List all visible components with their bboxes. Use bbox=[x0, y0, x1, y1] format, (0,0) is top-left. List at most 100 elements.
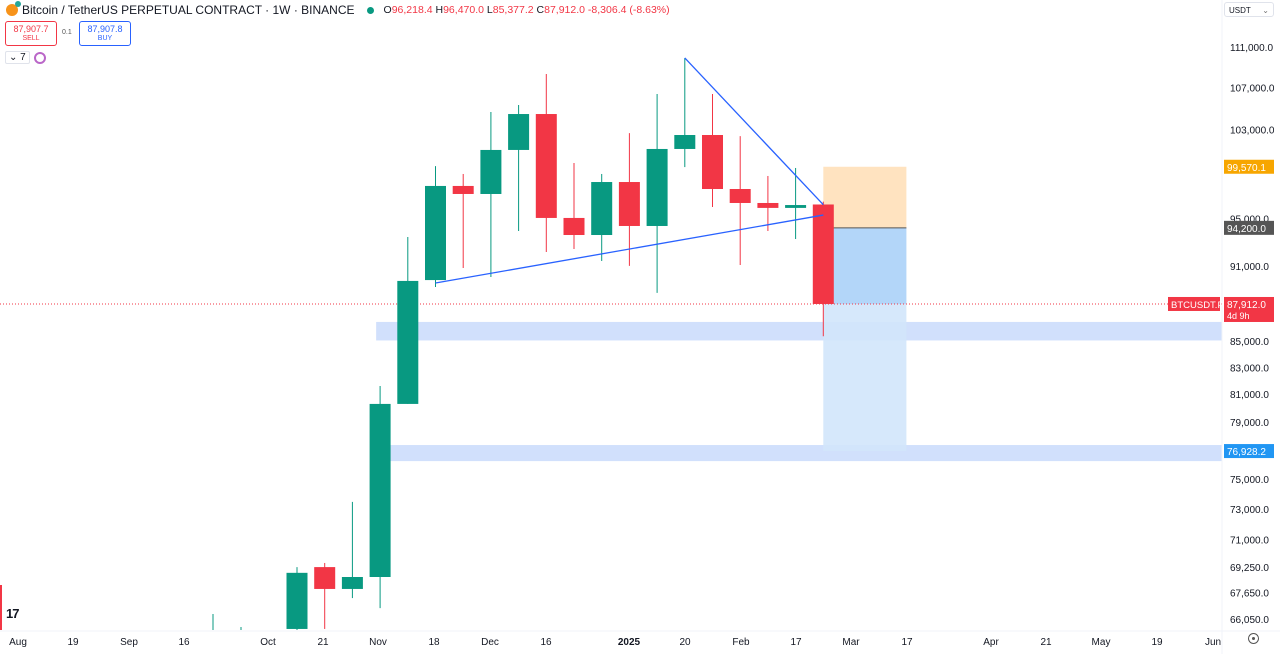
last-price-label: 87,912.0 bbox=[1227, 300, 1266, 311]
entry-price-label: 94,200.0 bbox=[1227, 224, 1266, 235]
time-tick-label: Oct bbox=[260, 637, 276, 648]
candle[interactable] bbox=[563, 162, 585, 249]
low-value: 85,377.2 bbox=[492, 4, 534, 16]
candle[interactable] bbox=[341, 501, 363, 599]
candle-body bbox=[618, 182, 640, 226]
price-tick-label: 95,000.0 bbox=[1230, 215, 1269, 226]
indicators-collapse-button[interactable]: ⌄ 7 bbox=[5, 51, 30, 64]
bitcoin-logo-icon bbox=[6, 1, 21, 16]
target-price-label: 99,570.1 bbox=[1227, 163, 1266, 174]
candle-body bbox=[702, 135, 723, 190]
candle[interactable] bbox=[674, 57, 696, 168]
stop-price-label: 76,928.2 bbox=[1227, 447, 1266, 458]
candle[interactable] bbox=[757, 175, 779, 232]
sync-icon[interactable] bbox=[34, 52, 46, 64]
candle-body bbox=[341, 577, 363, 589]
candle-body bbox=[757, 202, 779, 208]
time-tick-label: 21 bbox=[317, 637, 329, 648]
time-tick-label: Nov bbox=[369, 637, 387, 648]
time-tick-label: Dec bbox=[481, 637, 499, 648]
buy-button[interactable]: 87,907.8 BUY bbox=[79, 21, 131, 46]
candle[interactable] bbox=[702, 93, 723, 207]
trendline-0[interactable] bbox=[435, 214, 824, 284]
candle-body bbox=[812, 204, 834, 304]
currency-value: USDT bbox=[1229, 6, 1251, 15]
price-tick-label: 67,650.0 bbox=[1230, 589, 1269, 600]
candle-body bbox=[452, 185, 474, 194]
time-tick-label: 19 bbox=[1151, 637, 1163, 648]
price-tick-label: 83,000.0 bbox=[1230, 363, 1269, 374]
ohlc-values: O96,218.4 H96,470.0 L85,377.2 C87,912.0 … bbox=[383, 4, 670, 16]
plot-area bbox=[0, 57, 1222, 637]
sell-button[interactable]: 87,907.7 SELL bbox=[5, 21, 57, 46]
price-tick-label: 69,250.0 bbox=[1230, 563, 1269, 574]
candle[interactable] bbox=[425, 166, 446, 287]
support-zone-0[interactable] bbox=[376, 321, 1222, 341]
candle[interactable] bbox=[729, 136, 751, 265]
tradingview-logo[interactable]: 17 bbox=[6, 606, 20, 621]
candle[interactable] bbox=[397, 237, 419, 404]
symbol-tag-bg bbox=[1168, 296, 1220, 311]
candle[interactable] bbox=[646, 93, 668, 293]
trendline-1[interactable] bbox=[684, 57, 824, 206]
market-open-status-icon bbox=[366, 6, 374, 14]
price-tick-label: 81,000.0 bbox=[1230, 390, 1269, 401]
time-tick-label: 19 bbox=[67, 637, 79, 648]
candle-body bbox=[591, 182, 613, 236]
currency-select[interactable]: USDT ⌄ bbox=[1224, 2, 1274, 17]
position-stop-filled-area[interactable] bbox=[823, 227, 907, 304]
position-target-area[interactable] bbox=[823, 166, 907, 228]
candle[interactable] bbox=[508, 104, 530, 232]
time-tick-label: Mar bbox=[842, 637, 860, 648]
time-tick-label: 20 bbox=[679, 637, 691, 648]
close-value: 87,912.0 bbox=[544, 4, 585, 16]
candle[interactable] bbox=[314, 562, 336, 629]
candle-body bbox=[286, 572, 308, 629]
time-tick-label: Apr bbox=[983, 637, 999, 648]
change-value: -8,306.4 (-8.63%) bbox=[587, 4, 670, 16]
candle-body bbox=[425, 185, 446, 281]
support-zone-1[interactable] bbox=[388, 445, 1222, 462]
time-tick-label: 17 bbox=[790, 637, 802, 648]
candle[interactable] bbox=[452, 173, 474, 268]
time-tick-label: 16 bbox=[178, 637, 190, 648]
candle-body bbox=[785, 205, 807, 208]
time-tick-label: May bbox=[1092, 637, 1111, 648]
price-tick-label: 73,000.0 bbox=[1230, 505, 1269, 516]
candle[interactable] bbox=[785, 167, 807, 240]
candle-body bbox=[369, 403, 391, 578]
candle-body bbox=[508, 114, 530, 150]
time-tick-label: Jun bbox=[1205, 637, 1221, 648]
candle[interactable] bbox=[369, 385, 391, 609]
candle[interactable] bbox=[618, 133, 640, 266]
chevron-down-icon: ⌄ bbox=[1262, 6, 1269, 15]
high-value: 96,470.0 bbox=[443, 4, 484, 16]
candle-body bbox=[480, 149, 502, 194]
candle-body bbox=[674, 135, 696, 149]
last-price-label-bg bbox=[1224, 296, 1274, 322]
candle[interactable] bbox=[535, 74, 557, 252]
time-tick-label: Sep bbox=[120, 637, 138, 648]
price-tick-label: 79,000.0 bbox=[1230, 418, 1269, 429]
buy-price: 87,907.8 bbox=[87, 23, 123, 34]
candle-body bbox=[535, 114, 557, 218]
candle[interactable] bbox=[812, 201, 834, 337]
candle-body bbox=[314, 567, 336, 589]
chevron-down-icon: ⌄ bbox=[9, 52, 18, 63]
time-tick-label: 18 bbox=[428, 637, 440, 648]
candle[interactable] bbox=[591, 173, 613, 261]
chart-settings-icon[interactable] bbox=[1248, 633, 1259, 644]
sell-label: SELL bbox=[22, 34, 40, 42]
time-tick-label: 17 bbox=[901, 637, 913, 648]
time-tick-label: Aug bbox=[9, 637, 27, 648]
price-tick-label: 91,000.0 bbox=[1230, 262, 1269, 273]
buy-label: BUY bbox=[97, 34, 113, 42]
candle[interactable] bbox=[480, 112, 502, 278]
candle[interactable] bbox=[286, 567, 308, 637]
open-value: 96,218.4 bbox=[391, 4, 433, 16]
position-stop-area[interactable] bbox=[823, 303, 907, 452]
price-tick-label: 71,000.0 bbox=[1230, 535, 1269, 546]
indicators-count: 7 bbox=[20, 52, 26, 63]
symbol-title[interactable]: Bitcoin / TetherUS PERPETUAL CONTRACT · … bbox=[22, 3, 355, 17]
